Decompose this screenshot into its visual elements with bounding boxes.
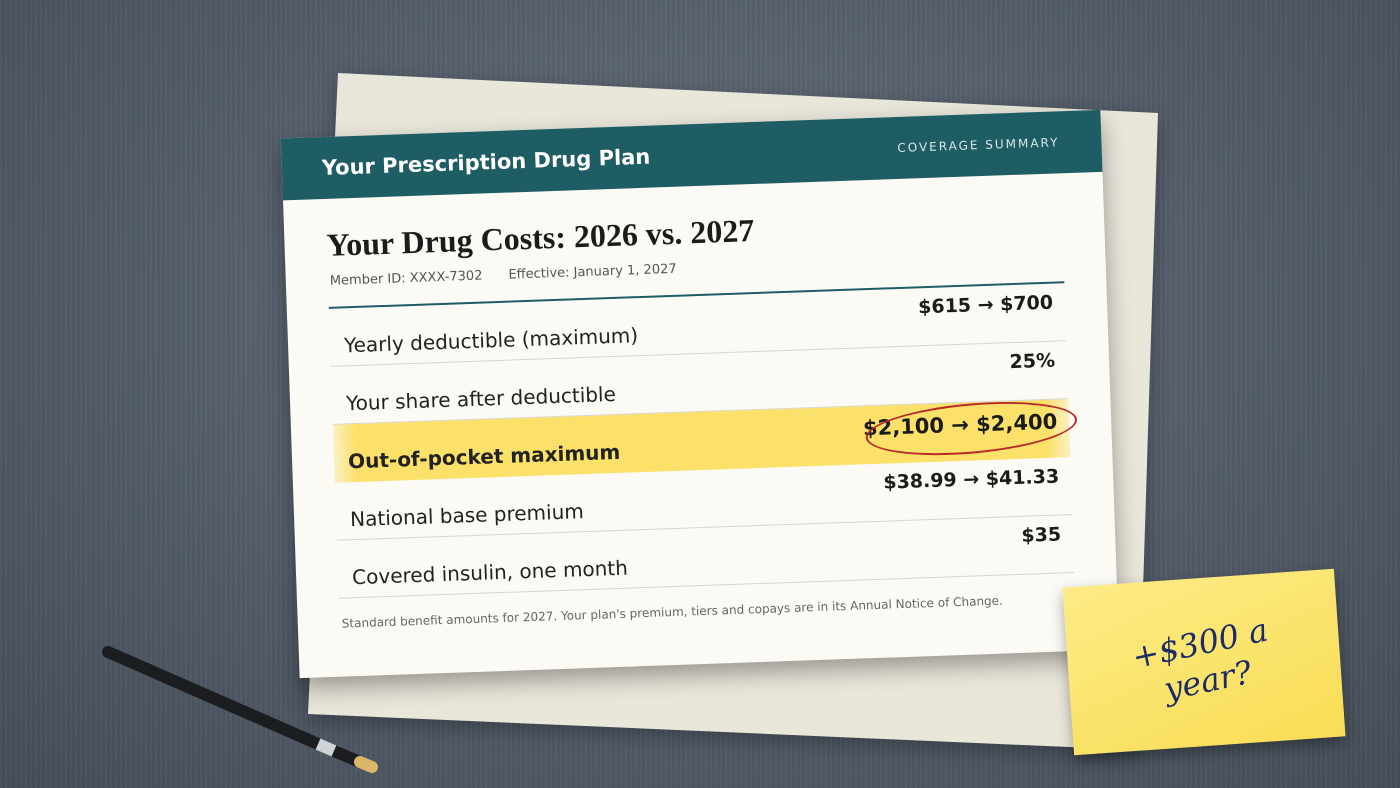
- row-label: National base premium: [349, 499, 585, 532]
- header-label: COVERAGE SUMMARY: [897, 135, 1060, 155]
- row-label: Out-of-pocket maximum: [347, 439, 621, 474]
- row-label: Covered insulin, one month: [351, 555, 629, 590]
- row-label: Yearly deductible (maximum): [343, 323, 639, 358]
- note-text: +$300 a year?: [1128, 610, 1272, 709]
- row-value: $38.99 → $41.33: [883, 465, 1060, 494]
- row-value: $615 → $700: [917, 291, 1054, 319]
- member-id: Member ID: XXXX-7302: [329, 268, 483, 289]
- row-value: 25%: [1009, 349, 1056, 374]
- sticky-note: +$300 a year?: [1062, 568, 1346, 756]
- cost-table: Yearly deductible (maximum) $615 → $700 Yo…: [328, 281, 1080, 599]
- pencil: [102, 646, 378, 773]
- red-circle: [863, 394, 1080, 463]
- row-label: Your share after deductible: [345, 381, 617, 416]
- row-value: $35: [1021, 523, 1062, 547]
- footnote: Standard benefit amounts for 2027. Your …: [341, 593, 1004, 631]
- effective-date: Effective: January 1, 2027: [508, 261, 677, 283]
- header-title: Your Prescription Drug Plan: [321, 144, 651, 181]
- coverage-card: Your Prescription Drug Plan COVERAGE SUM…: [280, 109, 1120, 679]
